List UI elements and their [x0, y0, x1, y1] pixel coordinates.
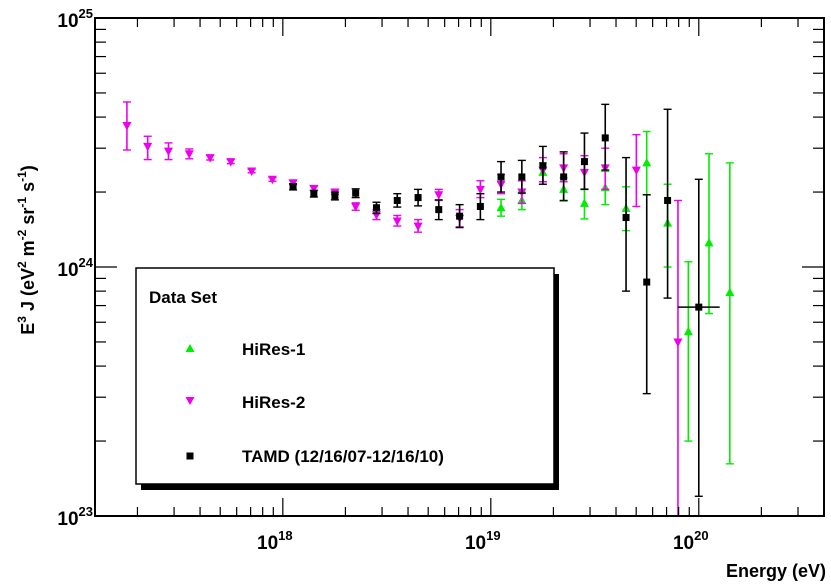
y-tick-labels: 1023 1024 1025	[57, 6, 93, 530]
data-point	[309, 184, 319, 194]
data-point	[310, 190, 318, 198]
x-tick-label: 1019	[465, 528, 501, 554]
data-point	[267, 175, 277, 185]
data-point	[393, 196, 401, 204]
y-tick-label: 1023	[57, 504, 93, 530]
data-point	[497, 173, 505, 181]
x-axis-title: Energy (eV)	[726, 561, 826, 581]
legend-marker-hires-1	[185, 344, 195, 352]
axis-ticks	[95, 17, 825, 517]
data-point	[579, 198, 589, 207]
data-point	[476, 202, 484, 210]
data-point	[143, 142, 153, 152]
data-point	[673, 338, 683, 347]
data-point	[496, 202, 506, 212]
data-point	[518, 173, 526, 181]
series-2	[289, 103, 720, 497]
data-point	[475, 185, 485, 195]
data-point	[643, 278, 651, 286]
legend-label-hires-2: HiRes-2	[242, 393, 305, 412]
y-tick-label: 1025	[57, 6, 93, 32]
data-point	[184, 150, 194, 159]
legend-entry-tamd: TAMD (12/16/07-12/16/10)	[186, 447, 444, 466]
y-tick-label: 1024	[57, 255, 93, 281]
data-point	[695, 303, 703, 311]
data-point	[622, 214, 630, 222]
data-point	[725, 287, 735, 296]
y-axis-title: E3 J (eV2 m-2 sr-1 s-1)	[15, 165, 38, 335]
data-point	[351, 202, 361, 212]
x-tick-label: 1020	[673, 528, 709, 554]
data-point	[664, 196, 672, 204]
legend: Data Set HiRes-1 HiRes-2 TAMD (12/16/07-…	[135, 267, 559, 490]
data-point	[580, 158, 588, 166]
data-point	[247, 167, 257, 176]
data-point	[392, 217, 402, 227]
data-point	[331, 192, 339, 200]
data-point	[683, 326, 693, 336]
legend-entry-hires-2: HiRes-2	[185, 393, 305, 412]
x-tick-label: 1018	[257, 528, 293, 554]
legend-entry-hires-1: HiRes-1	[185, 340, 305, 359]
data-point	[435, 206, 443, 214]
legend-box	[135, 267, 555, 485]
data-point	[226, 158, 236, 167]
legend-label-tamd: TAMD (12/16/07-12/16/10)	[242, 447, 444, 466]
data-point	[434, 191, 444, 200]
data-marks	[122, 101, 735, 516]
legend-marker-tamd	[186, 452, 194, 460]
data-point	[414, 194, 422, 202]
data-point	[122, 122, 132, 131]
x-tick-labels: 1018 1019 1020	[257, 528, 709, 554]
data-point	[372, 204, 380, 212]
data-point	[704, 237, 714, 247]
data-point	[601, 134, 609, 142]
data-point	[456, 212, 464, 220]
legend-label-hires-1: HiRes-1	[242, 340, 305, 359]
legend-title: Data Set	[149, 288, 217, 307]
data-point	[642, 157, 652, 167]
data-point	[205, 154, 215, 163]
data-point	[413, 222, 423, 232]
data-point	[631, 166, 641, 176]
legend-marker-hires-2	[185, 397, 195, 405]
data-point	[539, 162, 547, 170]
data-point	[352, 189, 360, 197]
data-point	[560, 173, 568, 181]
data-point	[163, 147, 173, 157]
data-point	[289, 183, 297, 191]
